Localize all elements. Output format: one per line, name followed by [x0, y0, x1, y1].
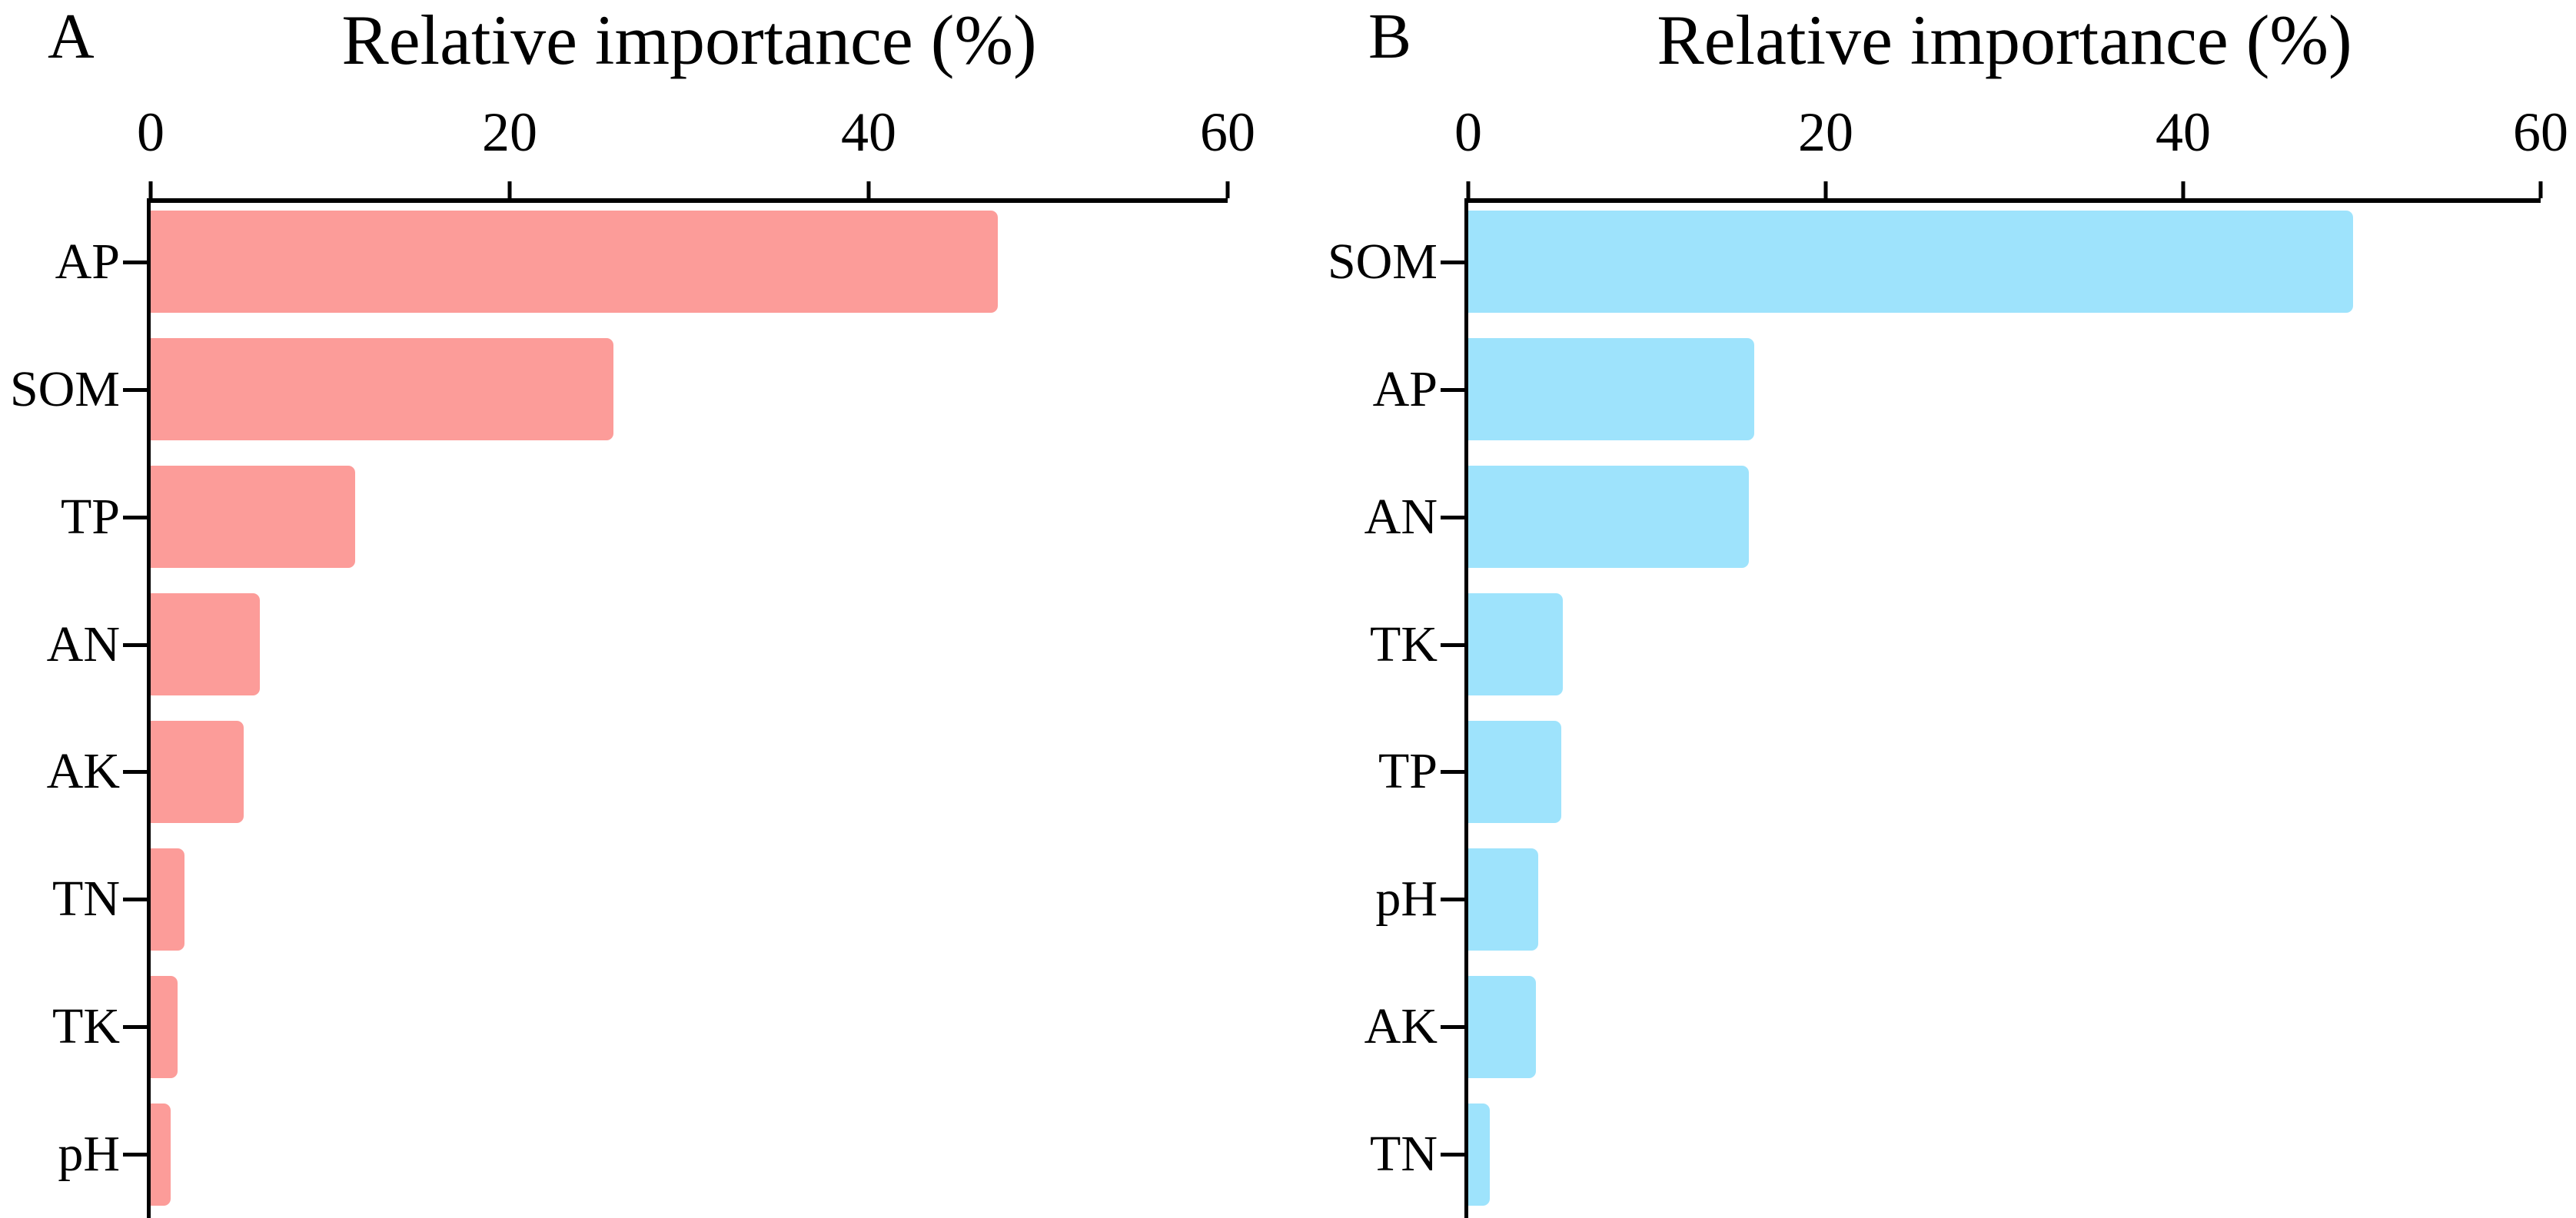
- y-tick-mark-tp: [1441, 770, 1464, 775]
- y-tick-mark-ap: [123, 260, 147, 264]
- y-tick-mark-som: [123, 387, 147, 392]
- panel-b-xtick-labels: 0 20 40 60: [1454, 101, 2568, 166]
- bar-ap: [1468, 338, 1754, 441]
- bar-row-tk: TK: [52, 963, 1228, 1090]
- bar-row-tn: TN: [1370, 1090, 2541, 1218]
- category-label-an: AN: [1364, 488, 1438, 545]
- x-tick-mark-20: [1823, 181, 1828, 198]
- x-tick-label-0: 0: [1454, 101, 1482, 163]
- panel-a-plot: AP SOM TP AN AK TN TK pH: [10, 181, 1230, 1218]
- bar-ak: [1468, 975, 1537, 1078]
- bar-tk: [151, 975, 178, 1078]
- category-label-ap: AP: [1372, 360, 1438, 417]
- y-tick-mark-tk: [1441, 642, 1464, 647]
- panel-b-plot: SOM AP AN TK TP pH AK TN: [1328, 181, 2543, 1218]
- category-label-ap: AP: [55, 233, 120, 290]
- y-tick-mark-ak: [1441, 1025, 1464, 1030]
- y-tick-mark-ph: [123, 1153, 147, 1157]
- y-tick-mark-tn: [123, 898, 147, 902]
- category-label-an: AN: [46, 616, 120, 672]
- bar-tn: [1468, 1103, 1490, 1206]
- category-label-ph: pH: [58, 1126, 120, 1183]
- panel-a-xtick-labels: 0 20 40 60: [137, 101, 1255, 166]
- bar-ak: [151, 720, 244, 823]
- bar-row-ap: AP: [1373, 326, 2541, 453]
- x-tick-mark-40: [866, 181, 871, 198]
- x-tick-mark-20: [507, 181, 512, 198]
- bar-tp: [151, 466, 356, 569]
- bar-row-tp: TP: [61, 453, 1228, 581]
- y-tick-mark-ak: [123, 770, 147, 775]
- bar-row-ph: pH: [1375, 835, 2541, 963]
- bar-an: [1468, 466, 1750, 569]
- x-tick-label-40: 40: [841, 101, 896, 163]
- bar-row-tk: TK: [1370, 581, 2541, 709]
- x-tick-mark-60: [1225, 181, 1230, 198]
- category-label-ph: pH: [1375, 871, 1438, 928]
- bar-row-tn: TN: [52, 835, 1228, 963]
- category-label-ak: AK: [46, 743, 120, 800]
- bar-row-ph: pH: [58, 1090, 1228, 1218]
- bar-row-som: SOM: [10, 326, 1228, 453]
- category-label-tn: TN: [52, 871, 120, 928]
- bar-ph: [1468, 848, 1538, 951]
- y-tick-mark-ph: [1441, 898, 1464, 902]
- panel-a: A Relative importance (%) 0 20 40 60 AP SOM T…: [10, 1, 1255, 1218]
- y-tick-mark-an: [1441, 515, 1464, 519]
- y-tick-mark-tp: [123, 515, 147, 519]
- category-label-som: SOM: [9, 360, 120, 417]
- panel-b-letter: B: [1368, 1, 1412, 72]
- bar-tn: [151, 848, 185, 951]
- category-label-tk: TK: [1370, 616, 1438, 672]
- bar-som: [151, 338, 614, 441]
- bar-tp: [1468, 720, 1561, 823]
- category-label-tn: TN: [1370, 1126, 1438, 1183]
- x-tick-mark-40: [2181, 181, 2185, 198]
- x-tick-label-20: 20: [482, 101, 537, 163]
- bar-row-ap: AP: [55, 198, 1228, 326]
- y-tick-mark-som: [1441, 260, 1464, 264]
- bar-tk: [1468, 593, 1564, 696]
- x-tick-label-60: 60: [2513, 101, 2568, 163]
- panel-a-x-axis: [147, 198, 1228, 203]
- bar-som: [1468, 211, 2353, 314]
- category-label-tk: TK: [52, 998, 120, 1055]
- bar-an: [151, 593, 261, 696]
- y-tick-mark-tn: [1441, 1153, 1464, 1157]
- category-label-ak: AK: [1364, 998, 1438, 1055]
- panel-a-title: Relative importance (%): [341, 1, 1037, 79]
- category-label-tp: TP: [60, 488, 120, 545]
- bar-ph: [151, 1103, 171, 1206]
- x-tick-mark-0: [148, 181, 153, 198]
- x-tick-label-20: 20: [1798, 101, 1853, 163]
- x-tick-mark-0: [1466, 181, 1471, 198]
- bar-row-ak: AK: [1364, 963, 2541, 1090]
- x-tick-label-60: 60: [1200, 101, 1255, 163]
- panel-b-title: Relative importance (%): [1657, 1, 2352, 79]
- panel-a-letter: A: [48, 1, 95, 72]
- y-tick-mark-tk: [123, 1025, 147, 1030]
- y-tick-mark-ap: [1441, 387, 1464, 392]
- x-tick-label-40: 40: [2156, 101, 2211, 163]
- category-label-tp: TP: [1378, 743, 1438, 800]
- bar-row-tp: TP: [1378, 709, 2541, 836]
- bar-row-ak: AK: [47, 709, 1228, 836]
- panel-a-y-axis: [147, 198, 151, 1218]
- bar-row-som: SOM: [1328, 198, 2541, 326]
- panel-b-y-axis: [1464, 198, 1468, 1218]
- y-tick-mark-an: [123, 642, 147, 647]
- panel-b: B Relative importance (%) 0 20 40 60 SOM AP A…: [1288, 0, 2576, 1218]
- bar-row-an: AN: [47, 581, 1228, 709]
- bar-ap: [151, 211, 999, 314]
- x-tick-label-0: 0: [137, 101, 165, 163]
- bar-row-an: AN: [1364, 453, 2541, 581]
- category-label-som: SOM: [1327, 233, 1438, 290]
- panel-b-x-axis: [1464, 198, 2541, 203]
- x-tick-mark-60: [2538, 181, 2543, 198]
